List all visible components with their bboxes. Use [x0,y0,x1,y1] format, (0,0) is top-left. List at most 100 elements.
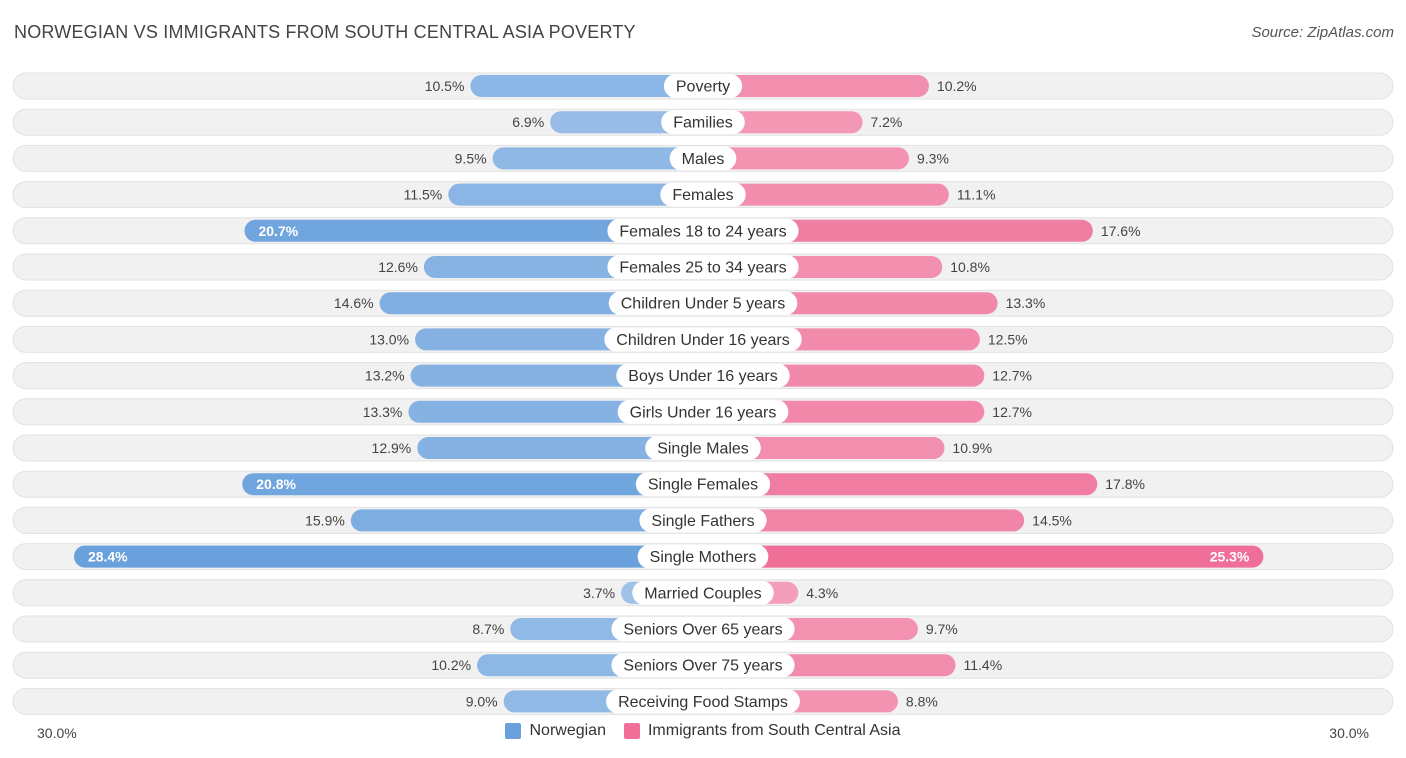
value-label-immigrants: 11.1% [957,187,996,203]
value-label-norwegian: 9.5% [455,150,487,166]
bar-immigrants-single-fathers[interactable] [703,509,1025,532]
bar-norwegian-single-fathers[interactable] [350,509,703,532]
category-pill-children-under-5-years [608,291,798,316]
legend-item-immigrants[interactable]: Immigrants from South Central Asia [623,722,901,740]
category-pill-married-couples [632,580,774,605]
value-label-norwegian: 20.7% [258,223,298,239]
value-label-immigrants: 17.6% [1101,223,1141,239]
value-label-immigrants: 11.4% [964,657,1003,673]
bar-immigrants-single-mothers[interactable] [703,545,1264,568]
legend-item-norwegian[interactable]: Norwegian [505,722,606,740]
category-pill-boys-under-16-years [616,363,790,388]
category-label-single-mothers: Single Mothers [650,549,757,566]
category-label-married-couples: Married Couples [644,585,761,602]
category-pill-single-fathers [639,508,767,533]
category-pill-females-25-to-34-years [607,255,799,279]
category-pill-females [660,182,746,207]
value-label-norwegian: 15.9% [305,512,345,528]
bar-immigrants-females[interactable] [703,183,949,206]
value-label-immigrants: 9.3% [917,150,949,166]
bar-immigrants-females-18-to-24-years[interactable] [703,219,1093,242]
category-label-seniors-over-65-years: Seniors Over 65 years [623,622,782,639]
bar-immigrants-single-females[interactable] [703,473,1098,496]
value-label-immigrants: 10.8% [950,259,990,275]
category-label-families: Families [673,115,733,132]
value-label-norwegian: 6.9% [512,114,544,130]
bar-immigrants-single-males[interactable] [703,437,945,459]
category-pill-single-males [645,436,761,460]
category-pill-poverty [663,74,743,98]
value-label-immigrants: 7.2% [870,114,902,130]
category-pill-females-18-to-24-years [607,218,799,243]
bar-norwegian-single-females[interactable] [242,473,703,496]
category-label-boys-under-16-years: Boys Under 16 years [628,368,777,385]
legend-label-immigrants: Immigrants from South Central Asia [647,722,901,739]
category-pill-receiving-food-stamps [606,689,800,714]
value-label-norwegian: 12.9% [372,440,412,456]
source-label: Source: ZipAtlas.com [1251,24,1394,41]
category-label-males: Males [682,151,725,168]
value-label-norwegian: 10.5% [425,78,465,94]
value-label-norwegian: 11.5% [404,187,443,203]
value-label-norwegian: 3.7% [583,585,615,601]
bar-norwegian-poverty[interactable] [470,75,703,97]
category-pill-families [661,110,745,135]
category-label-single-males: Single Males [657,441,749,458]
bar-norwegian-single-mothers[interactable] [73,545,703,568]
category-pill-seniors-over-75-years [611,653,795,678]
chart-title: NORWEGIAN VS IMMIGRANTS FROM SOUTH CENTR… [14,22,636,42]
value-label-norwegian: 13.0% [369,331,409,347]
value-label-immigrants: 25.3% [1210,549,1250,565]
value-label-norwegian: 20.8% [256,476,296,492]
legend-swatch-immigrants [623,723,640,739]
value-label-immigrants: 8.8% [906,693,938,709]
bar-norwegian-females-18-to-24-years[interactable] [244,219,703,242]
legend-swatch-norwegian [505,723,522,739]
value-label-norwegian: 13.2% [365,368,405,384]
value-label-immigrants: 12.7% [992,368,1032,384]
value-label-immigrants: 12.5% [988,331,1028,347]
value-label-immigrants: 13.3% [1006,295,1046,311]
value-label-norwegian: 28.4% [88,549,128,565]
value-label-immigrants: 14.5% [1032,512,1072,528]
axis-max-label: 30.0% [1329,725,1369,741]
category-label-females-18-to-24-years: Females 18 to 24 years [619,223,786,240]
category-pill-single-mothers [637,544,769,569]
category-label-girls-under-16-years: Girls Under 16 years [630,404,777,421]
category-pill-seniors-over-65-years [611,617,795,641]
category-pill-single-females [635,472,771,497]
value-label-immigrants: 17.8% [1105,476,1145,492]
value-label-norwegian: 12.6% [378,259,418,275]
category-label-females: Females [672,187,733,204]
value-label-norwegian: 9.0% [466,693,498,709]
value-label-norwegian: 13.3% [363,404,403,420]
legend-label-norwegian: Norwegian [529,722,606,739]
category-label-children-under-16-years: Children Under 16 years [616,332,789,349]
bar-norwegian-single-males[interactable] [417,437,703,459]
axis-min-label: 30.0% [37,725,77,741]
category-label-females-25-to-34-years: Females 25 to 34 years [619,260,786,277]
value-label-norwegian: 10.2% [431,657,471,673]
value-label-norwegian: 14.6% [334,295,374,311]
category-label-single-fathers: Single Fathers [651,513,754,530]
value-label-norwegian: 8.7% [472,621,504,637]
category-label-single-females: Single Females [648,477,758,494]
bar-immigrants-males[interactable] [703,147,909,170]
value-label-immigrants: 12.7% [992,404,1032,420]
bar-norwegian-males[interactable] [492,147,703,170]
value-label-immigrants: 9.7% [926,621,958,637]
category-pill-girls-under-16-years [617,399,789,424]
category-pill-children-under-16-years [604,327,802,352]
bar-immigrants-poverty[interactable] [703,75,929,97]
value-label-immigrants: 10.9% [952,440,992,456]
category-label-children-under-5-years: Children Under 5 years [621,296,786,313]
value-label-immigrants: 4.3% [806,585,838,601]
legend: Norwegian Immigrants from South Central … [0,722,1406,740]
category-label-receiving-food-stamps: Receiving Food Stamps [618,694,788,711]
value-label-immigrants: 10.2% [937,78,977,94]
category-label-seniors-over-75-years: Seniors Over 75 years [623,658,782,675]
category-pill-males [669,146,737,171]
category-label-poverty: Poverty [676,79,730,96]
bar-norwegian-females[interactable] [448,183,703,206]
